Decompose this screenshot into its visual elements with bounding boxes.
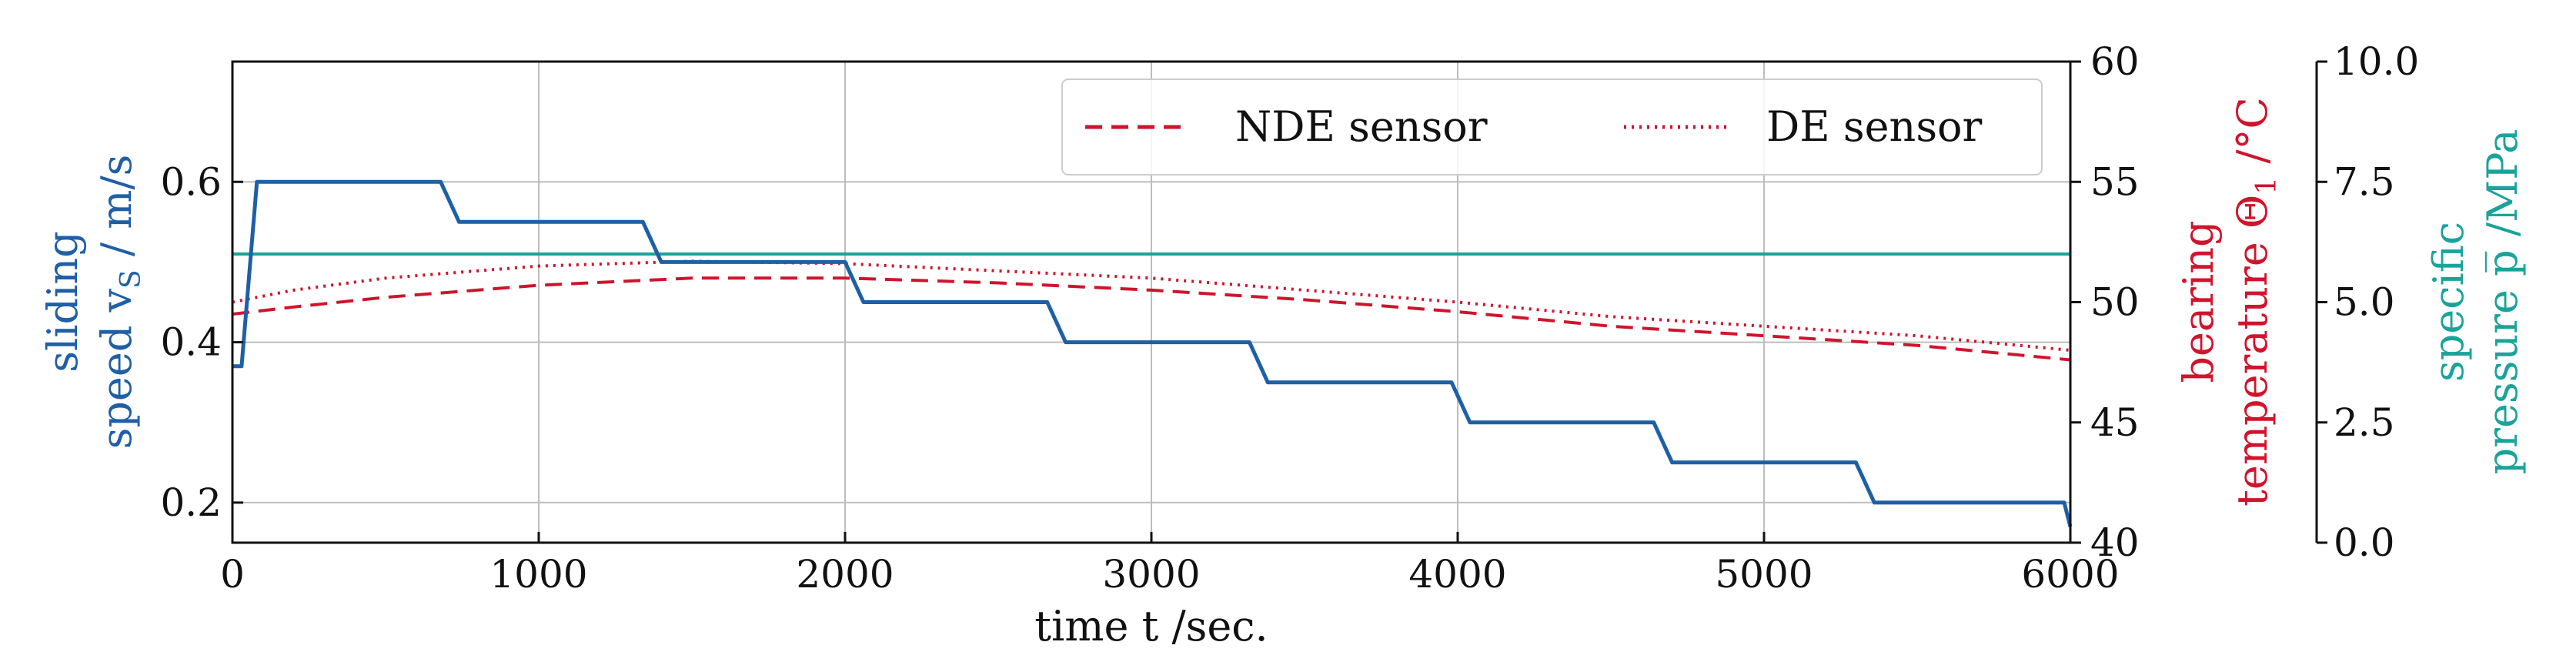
temperature-tick-label: 55 (2090, 159, 2140, 204)
x-tick-label: 3000 (1102, 552, 1200, 597)
temperature-tick-label: 45 (2090, 400, 2140, 445)
series-lines (232, 179, 2073, 527)
x-tick-label: 2000 (796, 552, 894, 597)
pressure-axis-ticks: 0.0 2.5 5.0 7.5 10.0 (2317, 39, 2419, 565)
legend-nde-label: NDE sensor (1235, 102, 1488, 151)
legend-de-label: DE sensor (1766, 102, 1983, 151)
speed-series-line (232, 179, 2073, 527)
legend: NDE sensor DE sensor (1061, 79, 2043, 176)
speed-tick-label: 0.4 (160, 320, 222, 365)
temperature-tick-label: 50 (2090, 280, 2140, 325)
temperature-tick-label: 60 (2090, 39, 2140, 84)
temperature-tick-label: 40 (2090, 520, 2140, 565)
temperature-axis-title-line1: bearing (2174, 220, 2223, 383)
x-tick-label: 0 (220, 552, 245, 597)
x-tick-label: 1000 (489, 552, 587, 597)
temperature-axis-ticks: 40 45 50 55 60 (2070, 39, 2140, 565)
pressure-axis-title-line1: specific (2424, 222, 2473, 382)
pressure-tick-label: 0.0 (2334, 520, 2395, 565)
x-axis-ticks: 0 1000 2000 3000 4000 5000 6000 (220, 532, 2120, 597)
pressure-tick-label: 5.0 (2334, 280, 2395, 325)
speed-axis-title-line2: speed vS / m/s (92, 155, 147, 450)
de-series-line (232, 259, 2071, 352)
pressure-tick-label: 7.5 (2334, 159, 2395, 204)
speed-tick-label: 0.6 (160, 159, 222, 204)
temperature-axis-title-line2: temperature Θ1 /°C (2228, 97, 2283, 507)
x-tick-label: 4000 (1408, 552, 1506, 597)
x-tick-label: 6000 (2021, 552, 2119, 597)
nde-series-line (232, 276, 2071, 362)
speed-tick-label: 0.2 (160, 480, 222, 525)
speed-axis-title-line1: sliding (38, 231, 87, 372)
speed-axis-ticks: 0.2 0.4 0.6 (160, 159, 243, 525)
x-tick-label: 5000 (1715, 552, 1813, 597)
pressure-tick-label: 2.5 (2334, 400, 2395, 445)
legend-box (1061, 79, 2043, 176)
pressure-tick-label: 10.0 (2334, 39, 2419, 84)
pressure-axis-title-line2: pressure p̅ /MPa (2478, 129, 2527, 475)
x-axis-title: time t /sec. (1034, 602, 1268, 650)
